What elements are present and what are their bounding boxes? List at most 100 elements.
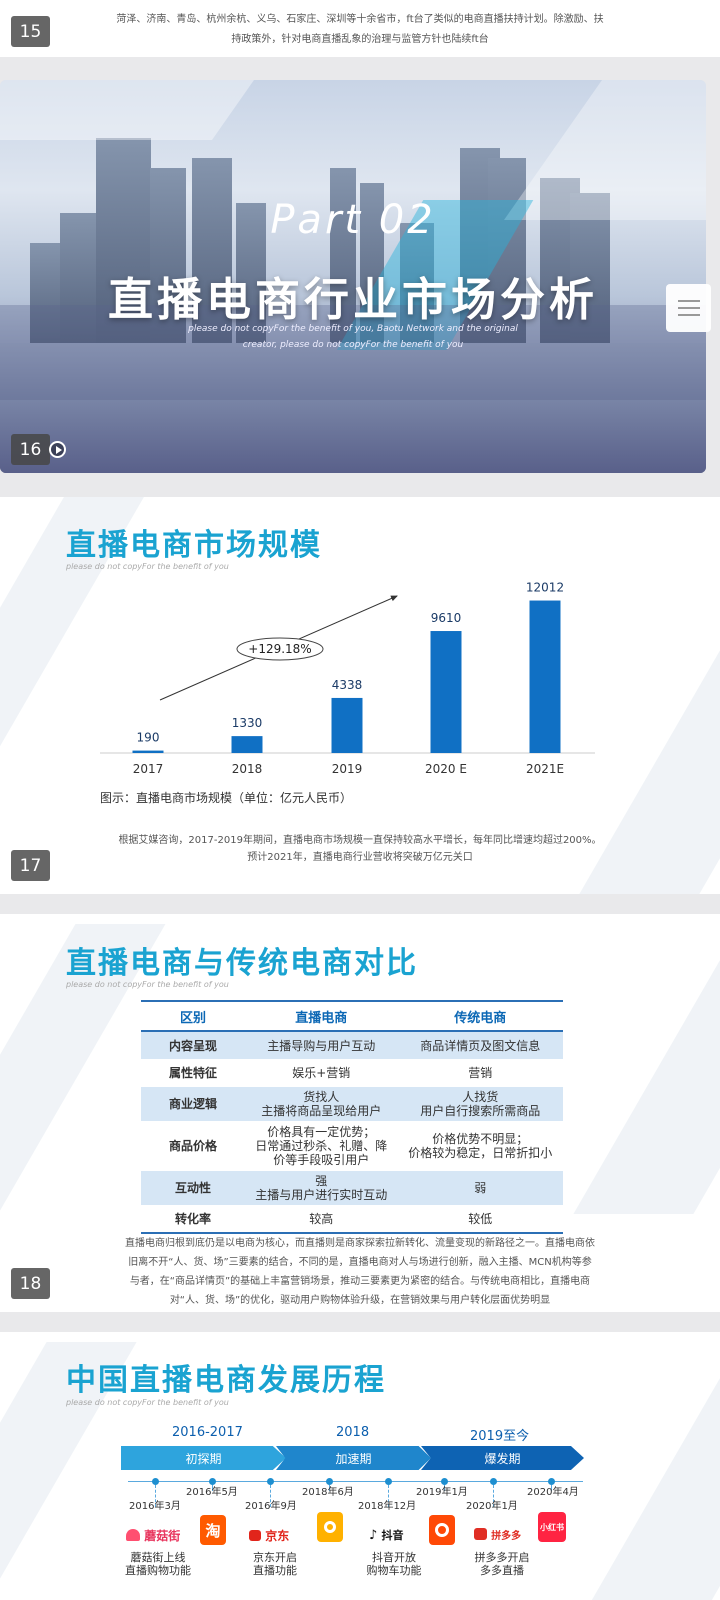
timeline-event: 抖音开放 购物车功能 <box>366 1551 422 1577</box>
xiaohongshu-logo: 小红书 <box>538 1512 566 1542</box>
timeline-event: 蘑菇街上线 直播购物功能 <box>125 1551 191 1577</box>
table-cell: 价格具有一定优势； 日常通过秒杀、礼赠、降 价等手段吸引用户 <box>255 1125 388 1167</box>
slide-card-15: 菏泽、济南、青岛、杭州余杭、义乌、石家庄、深圳等十余省市，ft台了类似的电商直播… <box>0 0 720 57</box>
timeline-date: 2020年1月 <box>466 1501 518 1512</box>
timeline-date: 2018年6月 <box>302 1487 354 1498</box>
douyin-logo-text: 抖音 <box>381 1529 404 1542</box>
slide-18-caption-line-3: 与者，在“商品详情页”的基础上丰富营销场景，推动三要素更为紧密的结合。与传统电商… <box>129 1276 591 1287</box>
timeline-dot <box>209 1478 216 1485</box>
timeline-date: 2016年9月 <box>245 1501 297 1512</box>
table-cell: 属性特征 <box>168 1066 217 1080</box>
table-cell: 营销 <box>468 1066 493 1080</box>
table-cell: 内容呈现 <box>141 1031 245 1059</box>
menu-icon[interactable] <box>666 284 711 332</box>
hero-english-line-1: please do not copyFor the benefit of you… <box>188 324 518 334</box>
comparison-table: 区别 直播电商 传统电商 内容呈现 主播导购与用户互动 商品详情页及图文信息 属… <box>141 1000 563 1234</box>
table-cell: 人找货 用户自行搜索所需商品 <box>397 1087 563 1121</box>
phase-label: 初探期 <box>185 1451 222 1466</box>
timeline-dot <box>548 1478 555 1485</box>
table-cell: 货找人 主播将商品呈现给用户 <box>245 1087 398 1121</box>
timeline-date: 2018年12月 <box>358 1501 417 1512</box>
jd-logo-text: 京东 <box>265 1529 290 1543</box>
play-icon[interactable] <box>49 441 66 458</box>
taobao-logo: 淘 <box>200 1515 226 1545</box>
table-header: 传统电商 <box>397 1000 563 1032</box>
slide-17-caption-line-2: 预计2021年，直播电商行业营收将突破万亿元关口 <box>247 852 473 863</box>
douyin-note-icon: ♪ <box>369 1528 378 1543</box>
phase-year-label: 2018 <box>336 1425 370 1440</box>
timeline-dot <box>267 1478 274 1485</box>
hero-title: 直播电商行业市场分析 <box>107 273 598 326</box>
timeline-event: 拼多多开启 多多直播 <box>474 1551 530 1577</box>
pinduoduo-icon <box>474 1528 487 1540</box>
timeline-date: 2020年4月 <box>527 1487 579 1498</box>
table-header: 直播电商 <box>245 1000 398 1032</box>
timeline-date: 2016年5月 <box>186 1487 238 1498</box>
pinduoduo-logo: 拼多多 <box>474 1527 521 1542</box>
table-cell: 商品详情页及图文信息 <box>397 1031 563 1059</box>
phase-banner: 初探期 <box>121 1446 286 1470</box>
jd-logo: 京东 <box>249 1527 289 1544</box>
table-cell: 商品价格 <box>168 1139 217 1153</box>
douyin-logo: ♪ 抖音 <box>369 1527 403 1543</box>
table-cell: 较高 <box>245 1205 398 1234</box>
slide-subtitle: please do not copyFor the benefit of you <box>66 1398 229 1407</box>
timeline-dot <box>441 1478 448 1485</box>
hero-part-label: Part 02 <box>270 197 436 243</box>
hero-english-line-2: creator, please do not copyFor the benef… <box>242 340 464 350</box>
table-row: 转化率 较高 较低 <box>141 1205 563 1234</box>
mogujie-logo-text: 蘑菇街 <box>144 1529 181 1543</box>
live-camera-icon <box>435 1523 449 1537</box>
phase-label: 爆发期 <box>484 1451 521 1466</box>
phase-label: 加速期 <box>335 1451 372 1466</box>
jd-dog-icon <box>249 1530 261 1541</box>
phase-year-label: 2016-2017 <box>172 1425 243 1440</box>
table-cell: 互动性 <box>141 1171 245 1205</box>
kuaishou-icon <box>324 1521 336 1533</box>
slide-subtitle: please do not copyFor the benefit of you <box>66 562 229 571</box>
slide-number-badge: 18 <box>11 1268 50 1299</box>
timeline-event: 京东开启 直播功能 <box>253 1551 297 1577</box>
slide-number-badge: 15 <box>11 16 50 47</box>
slide-18-caption-line-4: 对“人、货、场”的优化，驱动用户购物体验升级，在营销效果与用户转化层面优势明显 <box>169 1295 551 1306</box>
slide-17-caption-line-1: 根据艾媒咨询，2017-2019年期间，直播电商市场规模一直保持较高水平增长，每… <box>118 835 602 846</box>
table-row: 商业逻辑 货找人 主播将商品呈现给用户 人找货 用户自行搜索所需商品 <box>141 1087 563 1121</box>
table-cell: 价格优势不明显； 价格较为稳定，日常折扣小 <box>408 1132 553 1160</box>
slide-18-caption-line-2: 旧离不开“人、货、场”三要素的结合，不同的是，直播电商对人与场进行创新，融入主播… <box>128 1257 592 1268</box>
slide-18-caption-line-1: 直播电商归根到底仍是以电商为核心，而直播则是商家探索拉新转化、流量变现的新路径之… <box>125 1238 595 1249</box>
table-cell: 娱乐+营销 <box>292 1066 351 1080</box>
kuaishou-live-logo <box>429 1515 455 1545</box>
table-row: 内容呈现 主播导购与用户互动 商品详情页及图文信息 <box>141 1031 563 1059</box>
timeline-dot <box>490 1478 497 1485</box>
slide-title: 中国直播电商发展历程 <box>66 1363 386 1398</box>
table-row: 商品价格 价格具有一定优势； 日常通过秒杀、礼赠、降 价等手段吸引用户 价格优势… <box>141 1121 563 1171</box>
pinduoduo-logo-text: 拼多多 <box>491 1531 522 1542</box>
slide-number-badge: 17 <box>11 850 50 881</box>
table-cell: 弱 <box>397 1171 563 1205</box>
table-cell: 强 主播与用户进行实时互动 <box>245 1171 398 1205</box>
slide-15-caption-line-1: 菏泽、济南、青岛、杭州余杭、义乌、石家庄、深圳等十余省市，ft台了类似的电商直播… <box>116 14 604 25</box>
table-cell: 商业逻辑 <box>141 1087 245 1121</box>
timeline-date: 2016年3月 <box>129 1501 181 1512</box>
slide-subtitle: please do not copyFor the benefit of you <box>66 980 229 989</box>
table-header: 区别 <box>141 1000 245 1032</box>
phase-banner: 爆发期 <box>421 1446 584 1470</box>
timeline-date: 2019年1月 <box>416 1487 468 1498</box>
kuaishou-logo <box>317 1512 343 1542</box>
slide-15-caption-line-2: 持政策外，针对电商直播乱象的治理与监管方针也陆续ft台 <box>231 34 489 45</box>
timeline-line <box>128 1481 583 1482</box>
slide-card-16[interactable]: Part 02 直播电商行业市场分析 please do not copyFor… <box>0 0 720 480</box>
slide-title: 直播电商市场规模 <box>66 528 322 563</box>
chart-caption: 图示：直播电商市场规模（单位：亿元人民币） <box>100 791 353 805</box>
hero-image <box>0 80 706 473</box>
mogujie-icon <box>126 1529 140 1541</box>
table-row: 属性特征 娱乐+营销 营销 <box>141 1059 563 1087</box>
timeline-dot <box>326 1478 333 1485</box>
phase-year-label: 2019至今 <box>470 1429 530 1444</box>
phase-banner: 加速期 <box>276 1446 431 1470</box>
table-cell: 较低 <box>397 1205 563 1234</box>
mogujie-logo: 蘑菇街 <box>126 1527 180 1544</box>
slide-number-badge: 16 <box>11 434 50 465</box>
timeline-dot <box>385 1478 392 1485</box>
